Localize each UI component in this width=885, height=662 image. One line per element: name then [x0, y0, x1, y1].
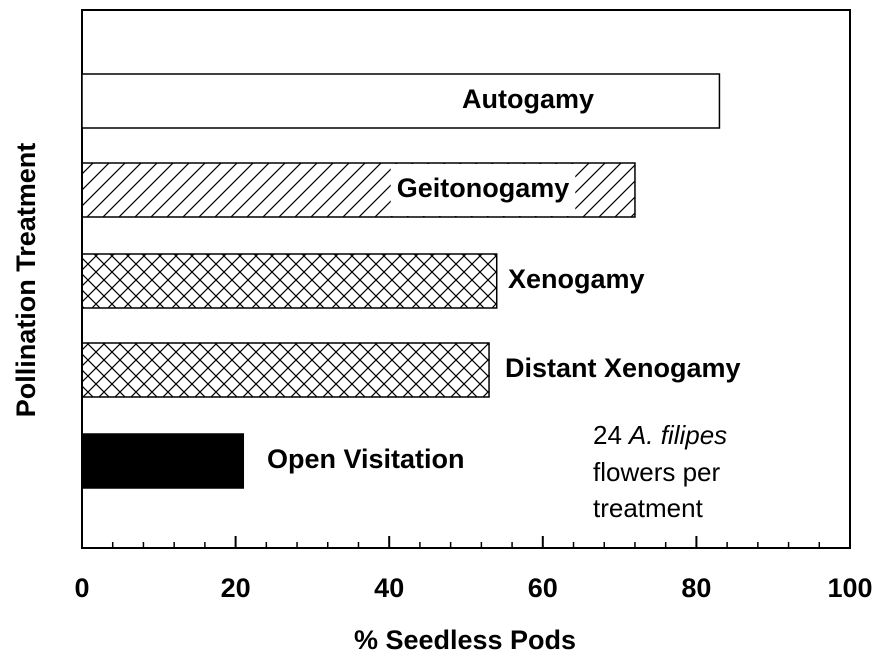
annotation-part: A. filipes	[627, 420, 727, 450]
x-tick-label: 80	[681, 573, 711, 603]
annotation: treatment	[593, 493, 704, 523]
x-tick-label: 20	[221, 573, 251, 603]
bar	[81, 433, 245, 489]
bar-label: Geitonogamy	[397, 173, 570, 203]
x-axis-label: % Seedless Pods	[354, 625, 576, 655]
bar-label: Distant Xenogamy	[505, 353, 741, 383]
bar-label: Open Visitation	[267, 444, 465, 474]
bar	[81, 73, 721, 129]
bar-label: Autogamy	[462, 84, 594, 114]
label-backing	[390, 164, 576, 216]
annotation: 24 A. filipes	[593, 420, 727, 450]
x-tick-label: 60	[528, 573, 558, 603]
x-tick-label: 40	[374, 573, 404, 603]
y-axis-label: Pollination Treatment	[11, 143, 41, 418]
bar-label: Xenogamy	[508, 264, 645, 294]
bar	[81, 253, 498, 309]
annotation-part: 24	[593, 420, 622, 450]
x-tick-label: 100	[827, 573, 872, 603]
x-tick-label: 0	[74, 573, 89, 603]
annotation: flowers per	[593, 457, 720, 487]
bar	[81, 342, 490, 398]
